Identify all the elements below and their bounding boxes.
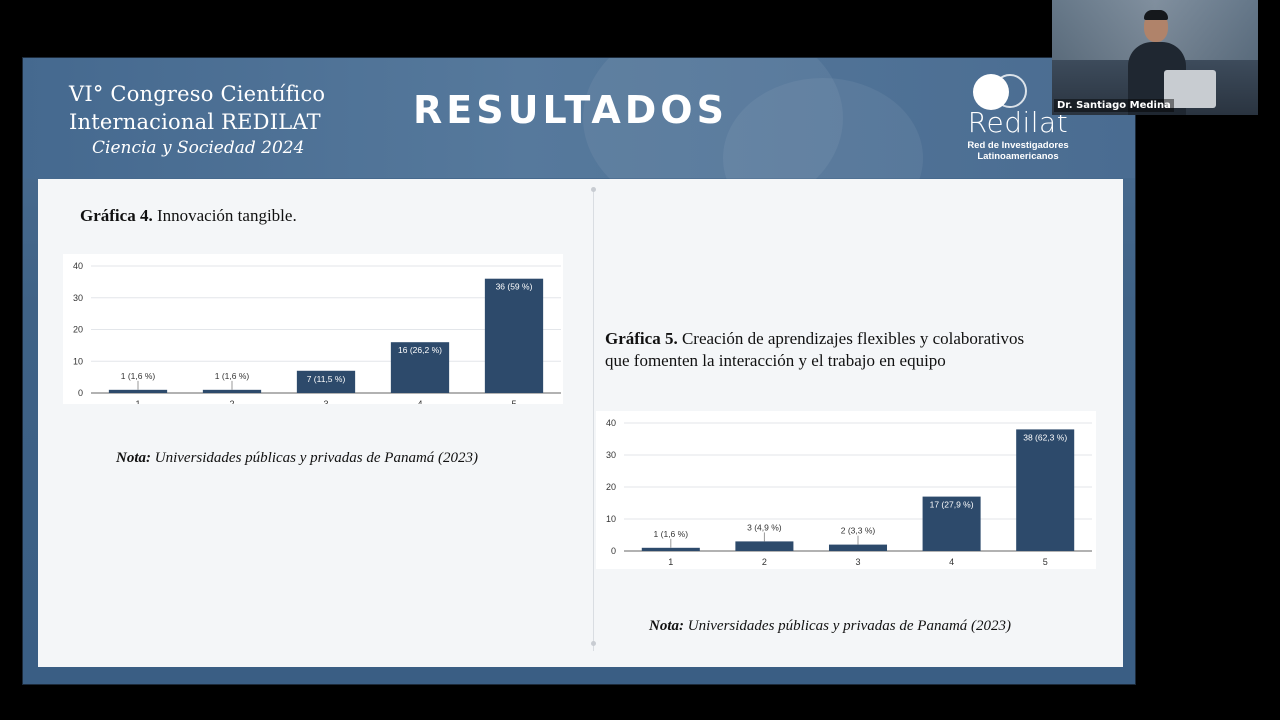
logo-tagline-2: Latinoamericanos xyxy=(977,151,1059,162)
bar xyxy=(202,389,262,393)
y-tick-label: 40 xyxy=(73,261,83,271)
webcam-feed[interactable]: Dr. Santiago Medina xyxy=(1052,0,1258,115)
x-tick-label: 3 xyxy=(855,557,860,567)
data-label: 2 (3,3 %) xyxy=(841,526,876,536)
data-label: 1 (1,6 %) xyxy=(215,371,250,381)
presentation-slide: VI° Congreso Científico Internacional RE… xyxy=(22,57,1136,685)
chart4-title: Gráfica 4. Innovación tangible. xyxy=(80,205,297,227)
bar xyxy=(1016,429,1075,551)
y-tick-label: 20 xyxy=(606,482,616,492)
chart5-label: Gráfica 5. xyxy=(605,329,678,348)
redilat-logo: Redilat Red de Investigadores Latinoamer… xyxy=(943,72,1093,162)
y-tick-label: 0 xyxy=(611,546,616,556)
presenter-hair xyxy=(1144,10,1168,20)
data-label: 1 (1,6 %) xyxy=(654,529,689,539)
chart4-note-label: Nota: xyxy=(116,450,151,466)
bar xyxy=(735,541,794,551)
x-tick-label: 2 xyxy=(229,399,234,404)
congress-title: VI° Congreso Científico Internacional RE… xyxy=(69,80,325,160)
bar xyxy=(108,389,168,393)
divider-dot xyxy=(591,187,596,192)
chart5-title: Gráfica 5. Creación de aprendizajes flex… xyxy=(605,328,1085,372)
y-tick-label: 10 xyxy=(606,514,616,524)
data-label: 36 (59 %) xyxy=(496,282,533,292)
chart5-container: 0 10 20 30 40 1 1 (1,6 %) 2 3 (4,9 %) 3 2 (3,3 %) 4… xyxy=(596,411,1096,569)
chart4-title-text: Innovación tangible. xyxy=(152,206,297,225)
slide-heading: RESULTADOS xyxy=(413,88,728,132)
y-tick-label: 0 xyxy=(78,388,83,398)
chart5-note-text: Universidades públicas y privadas de Pan… xyxy=(684,618,1012,634)
chart5-note: Nota: Universidades públicas y privadas … xyxy=(649,618,1011,635)
bar xyxy=(390,342,450,393)
logo-tagline: Red de Investigadores Latinoamericanos xyxy=(943,140,1093,162)
content-panel: Gráfica 4. Innovación tangible. 0 10 20 30 4… xyxy=(38,179,1123,667)
bar xyxy=(828,544,888,551)
bar xyxy=(922,496,981,551)
congress-line-2: Internacional REDILAT xyxy=(69,110,321,134)
chart5-title-line2: que fomenten la interacción y el trabajo… xyxy=(605,351,946,370)
chart5-title-line1: Creación de aprendizajes flexibles y col… xyxy=(677,329,1025,348)
x-tick-label: 5 xyxy=(511,399,516,404)
congress-line-3: Ciencia y Sociedad 2024 xyxy=(92,138,305,158)
y-tick-label: 30 xyxy=(606,450,616,460)
data-label: 38 (62,3 %) xyxy=(1023,432,1067,442)
y-tick-label: 20 xyxy=(73,325,83,335)
chart5-title-row1: Gráfica 5. Creación de aprendizajes flex… xyxy=(605,328,1085,350)
data-label: 7 (11,5 %) xyxy=(307,374,346,384)
laptop-icon xyxy=(1164,70,1216,108)
data-label: 16 (26,2 %) xyxy=(398,345,442,355)
logo-brand: Redilat xyxy=(967,106,1069,139)
chart4-label: Gráfica 4. xyxy=(80,206,153,225)
presenter-name: Dr. Santiago Medina xyxy=(1054,99,1174,112)
data-label: 1 (1,6 %) xyxy=(121,371,156,381)
chart4-note: Nota: Universidades públicas y privadas … xyxy=(116,450,478,467)
chart4-svg: 0 10 20 30 40 1 1 (1,6 %) 2 1 (1,6 %) 3 7 (11,5 %)… xyxy=(73,261,561,409)
x-tick-label: 1 xyxy=(668,557,673,567)
y-tick-label: 40 xyxy=(606,418,616,428)
column-divider xyxy=(593,189,594,651)
x-tick-label: 3 xyxy=(323,399,328,404)
bar xyxy=(484,278,544,393)
globe-outline-icon xyxy=(993,74,1027,108)
chart4-container: 0 10 20 30 40 1 1 (1,6 %) 2 1 (1,6 %) 3 7 (11,5 %)… xyxy=(63,254,563,409)
data-label: 3 (4,9 %) xyxy=(747,522,782,532)
y-tick-label: 10 xyxy=(73,356,83,366)
bar xyxy=(296,370,356,393)
congress-line-1: VI° Congreso Científico xyxy=(69,82,326,106)
x-tick-label: 2 xyxy=(762,557,767,567)
slide-header xyxy=(23,58,1135,238)
x-tick-label: 1 xyxy=(135,399,140,404)
divider-dot xyxy=(591,641,596,646)
logo-tagline-1: Red de Investigadores xyxy=(967,140,1069,151)
chart5-note-label: Nota: xyxy=(649,618,684,634)
y-tick-label: 30 xyxy=(73,293,83,303)
chart5-svg: 0 10 20 30 40 1 1 (1,6 %) 2 3 (4,9 %) 3 2 (3,3 %) 4… xyxy=(606,418,1092,567)
bar xyxy=(641,547,700,551)
x-tick-label: 4 xyxy=(949,557,954,567)
data-label: 17 (27,9 %) xyxy=(930,500,974,510)
chart4-note-text: Universidades públicas y privadas de Pan… xyxy=(151,450,479,466)
x-tick-label: 4 xyxy=(417,399,422,404)
x-tick-label: 5 xyxy=(1043,557,1048,567)
